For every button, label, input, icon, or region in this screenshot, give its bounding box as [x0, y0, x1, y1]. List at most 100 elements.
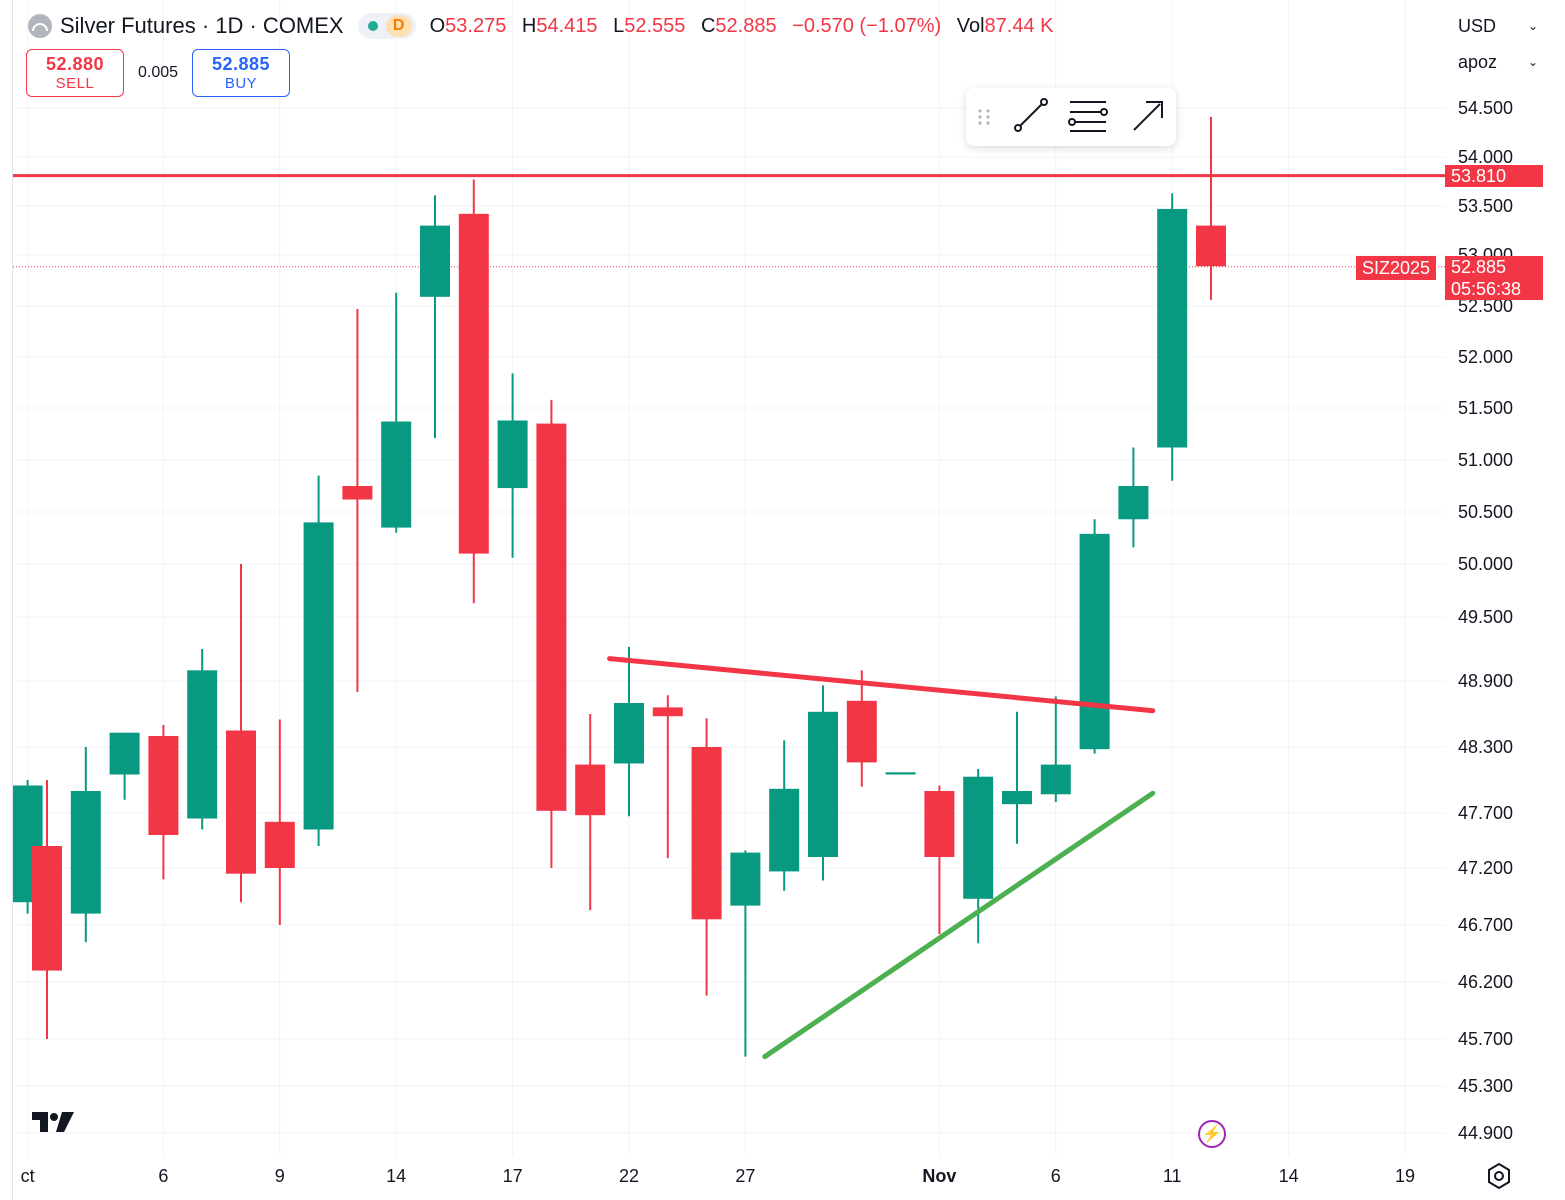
candle-body	[536, 423, 567, 811]
price-tick-label: 51.500	[1458, 398, 1514, 418]
candle-body	[1118, 486, 1149, 520]
candle[interactable]	[187, 649, 218, 830]
candle[interactable]	[264, 719, 295, 926]
candle[interactable]	[381, 292, 412, 533]
candle[interactable]	[148, 725, 179, 880]
candle[interactable]	[1196, 116, 1226, 300]
currency-selectors: USD ⌄ apoz ⌄	[1450, 8, 1546, 84]
symbol-logo-icon	[28, 14, 52, 38]
candle[interactable]	[497, 373, 528, 558]
candle[interactable]	[226, 564, 256, 903]
candle[interactable]	[1040, 696, 1071, 802]
candle-body	[381, 421, 412, 528]
currency-select[interactable]: USD ⌄	[1458, 15, 1538, 36]
price-tick-label: 46.700	[1458, 915, 1514, 935]
price-tick-label: 44.900	[1458, 1123, 1514, 1143]
time-tick-label: 27	[735, 1166, 756, 1186]
horizontal-line-price-tag: 53.810	[1445, 165, 1543, 187]
price-tick-label: 48.900	[1458, 671, 1514, 691]
candle-body	[32, 846, 62, 971]
candle[interactable]	[420, 195, 450, 439]
candle-body	[924, 791, 955, 857]
candle-body	[1196, 225, 1226, 267]
candle[interactable]	[342, 309, 373, 692]
time-tick-label: 6	[158, 1166, 169, 1186]
time-tick-label: 14	[386, 1166, 407, 1186]
symbol-title[interactable]: Silver Futures · 1D · COMEX	[60, 13, 344, 38]
open-value: 53.275	[445, 14, 507, 37]
time-tick-label: 19	[1394, 1166, 1416, 1186]
candle[interactable]	[32, 780, 62, 1039]
candle-body	[1157, 208, 1188, 448]
ohlc-values: O53.275 H54.415 L52.555 C52.885 −0.570 (…	[429, 14, 1054, 37]
candle-body	[885, 772, 916, 775]
trend-line-icon[interactable]	[1014, 98, 1048, 132]
candle[interactable]	[109, 732, 140, 800]
last-price-tag: 52.885 05:56:38	[1445, 256, 1543, 300]
price-tick-label: 45.300	[1458, 1076, 1514, 1096]
price-tick-label: 48.300	[1458, 737, 1514, 757]
candle[interactable]	[769, 740, 800, 891]
candle-body	[614, 703, 644, 764]
chevron-down-icon: ⌄	[1527, 55, 1538, 69]
support-trendline	[762, 790, 1156, 1060]
price-tick-label: 50.000	[1458, 554, 1514, 574]
candle[interactable]	[730, 850, 761, 1057]
drawing-toolbar	[966, 88, 1176, 146]
candle[interactable]	[1079, 519, 1110, 754]
unit-select[interactable]: apoz ⌄	[1458, 51, 1538, 72]
sell-button[interactable]: 52.880 SELL	[26, 49, 124, 97]
bar-countdown: 05:56:38	[1451, 279, 1522, 299]
market-status[interactable]: D	[357, 13, 416, 39]
trade-panel: 52.880 SELL 0.005 52.885 BUY	[26, 49, 290, 97]
candle[interactable]	[846, 670, 877, 787]
last-price-value: 52.885	[1451, 257, 1507, 277]
candle[interactable]	[652, 695, 683, 859]
candle-body	[652, 707, 683, 717]
price-tick-label: 52.000	[1458, 347, 1514, 367]
price-tick-label: 51.000	[1458, 450, 1514, 470]
candle[interactable]	[885, 772, 916, 775]
drag-handle-icon[interactable]	[978, 109, 990, 125]
close-value: 52.885	[715, 14, 777, 37]
candle-body	[963, 776, 994, 899]
candle[interactable]	[575, 714, 606, 911]
candle[interactable]	[1157, 193, 1188, 481]
candle[interactable]	[691, 718, 722, 996]
candle[interactable]	[1118, 447, 1149, 548]
candle[interactable]	[458, 179, 489, 604]
candle-body	[497, 420, 528, 489]
candle-body	[691, 747, 722, 920]
price-tick-label: 50.500	[1458, 502, 1514, 522]
candle[interactable]	[808, 685, 838, 881]
candle-body	[264, 821, 295, 868]
candle[interactable]	[303, 475, 334, 846]
candle[interactable]	[924, 785, 955, 935]
candle-body	[187, 670, 218, 819]
settings-icon[interactable]	[1486, 1163, 1512, 1189]
volume-value: 87.44 K	[984, 14, 1054, 37]
candle-body	[70, 791, 101, 914]
candle[interactable]	[614, 646, 644, 817]
candle[interactable]	[536, 399, 567, 868]
candle-body	[303, 522, 334, 830]
market-open-dot-icon	[367, 21, 378, 31]
candle[interactable]	[1002, 711, 1032, 844]
candle-body	[808, 711, 838, 857]
tradingview-logo-icon[interactable]	[32, 1110, 78, 1134]
fib-retracement-icon[interactable]	[1068, 101, 1108, 132]
lightning-icon[interactable]: ⚡	[1198, 1120, 1226, 1148]
price-tick-label: 47.200	[1458, 858, 1514, 878]
candle-body	[846, 700, 877, 763]
candle-body	[769, 788, 800, 872]
candle-body	[1040, 764, 1071, 795]
buy-button[interactable]: 52.885 BUY	[192, 49, 290, 97]
candle[interactable]	[70, 747, 101, 943]
candle-body	[109, 732, 140, 775]
candle-body	[458, 213, 489, 554]
time-tick-label: 11	[1162, 1166, 1182, 1186]
arrow-tool-icon[interactable]	[1133, 101, 1163, 131]
symbol-tag: SIZ2025	[1356, 256, 1437, 280]
candle-body	[1079, 533, 1110, 750]
